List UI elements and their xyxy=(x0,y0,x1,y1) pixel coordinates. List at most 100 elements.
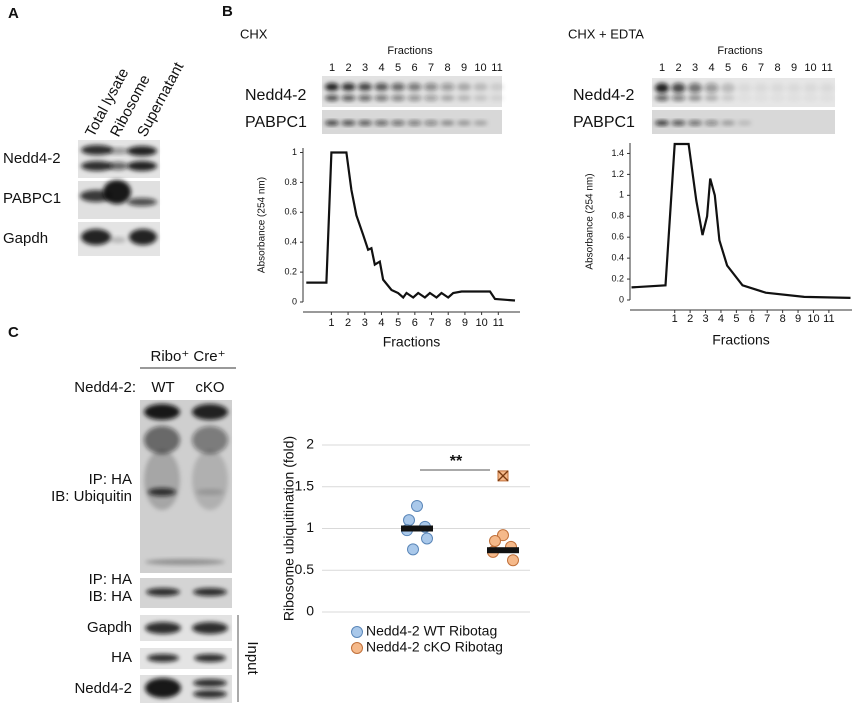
y-tick-label: 0.6 xyxy=(284,207,297,217)
x-tick-label: 3 xyxy=(702,313,708,325)
x-tick-label: 5 xyxy=(395,317,401,329)
band xyxy=(820,83,834,93)
band xyxy=(424,83,438,91)
row-label: Nedd4-2: xyxy=(74,379,136,396)
row-label: Nedd4-2 xyxy=(245,87,306,104)
x-tick-label: 2 xyxy=(345,317,351,329)
band xyxy=(655,120,669,126)
y-tick-label: 1 xyxy=(306,519,314,535)
row-label: PABPC1 xyxy=(573,114,635,131)
panel-letter: A xyxy=(8,5,19,22)
band xyxy=(374,83,389,91)
band xyxy=(341,120,356,126)
band xyxy=(127,146,157,156)
band xyxy=(145,678,181,698)
chart-title: CHX xyxy=(240,26,268,41)
band xyxy=(148,488,176,496)
band xyxy=(804,121,818,126)
band xyxy=(325,120,339,126)
blot-label: HA xyxy=(111,649,132,666)
y-tick-label: 0.6 xyxy=(611,232,624,242)
band xyxy=(671,120,686,126)
lane-label: 6 xyxy=(741,62,747,74)
band xyxy=(192,622,228,634)
x-tick-label: 5 xyxy=(733,313,739,325)
band xyxy=(820,121,834,126)
band xyxy=(457,83,471,91)
annotation: ** xyxy=(450,453,463,470)
band xyxy=(145,559,225,565)
y-axis-label: Ribosome ubiquitination (fold) xyxy=(281,436,297,621)
band xyxy=(341,83,356,91)
band xyxy=(144,404,180,420)
x-tick-label: 1 xyxy=(328,317,334,329)
band xyxy=(374,120,389,126)
x-tick-label: 4 xyxy=(378,317,384,329)
band xyxy=(754,83,768,93)
band xyxy=(325,95,339,101)
band xyxy=(194,654,226,662)
blot-label: IP: HA xyxy=(89,571,132,588)
band xyxy=(424,95,438,101)
lane-label: 3 xyxy=(362,62,368,74)
y-tick-label: 0.4 xyxy=(611,253,624,263)
data-point xyxy=(497,529,509,542)
band xyxy=(325,83,339,91)
y-tick-label: 0 xyxy=(306,603,314,619)
band xyxy=(147,654,179,662)
band xyxy=(358,95,372,101)
band xyxy=(457,95,471,101)
panel-letter: C xyxy=(8,324,19,341)
band xyxy=(192,426,228,454)
y-tick-label: 0.5 xyxy=(295,561,315,577)
lane-label: 8 xyxy=(774,62,780,74)
band xyxy=(473,120,488,126)
band xyxy=(804,95,818,101)
y-tick-label: 0.8 xyxy=(611,211,624,221)
y-axis-label: Absorbance (254 nm) xyxy=(585,173,596,269)
data-point xyxy=(421,532,433,545)
x-tick-label: 4 xyxy=(718,313,724,325)
outlier-cross xyxy=(497,470,509,482)
x-tick-label: 9 xyxy=(795,313,801,325)
band xyxy=(490,121,504,126)
band xyxy=(192,450,228,510)
band xyxy=(407,83,422,91)
band xyxy=(721,120,735,126)
band xyxy=(457,120,471,126)
band xyxy=(803,83,818,93)
y-tick-label: 1 xyxy=(292,147,297,157)
lane-label: 10 xyxy=(804,62,816,74)
input-label: Input xyxy=(244,641,261,675)
band xyxy=(737,83,752,93)
band xyxy=(671,95,686,101)
band xyxy=(341,95,356,101)
x-tick-label: 6 xyxy=(412,317,418,329)
lane-label: 5 xyxy=(395,62,401,74)
band xyxy=(440,95,455,101)
band xyxy=(473,83,488,91)
lane-label: 11 xyxy=(821,62,832,74)
band xyxy=(127,198,157,206)
lane-label: 11 xyxy=(491,62,502,74)
y-tick-label: 1.5 xyxy=(295,477,315,493)
data-point xyxy=(411,499,423,512)
lane-label: 2 xyxy=(675,62,681,74)
x-tick-label: 8 xyxy=(445,317,451,329)
lane-label: 7 xyxy=(758,62,764,74)
band xyxy=(81,145,113,155)
x-tick-label: 2 xyxy=(687,313,693,325)
y-tick-label: 0.8 xyxy=(284,177,297,187)
lane-label: 7 xyxy=(428,62,434,74)
band xyxy=(144,450,180,510)
data-point xyxy=(403,514,415,527)
band xyxy=(671,83,686,93)
band xyxy=(721,83,735,93)
lane-label: 10 xyxy=(474,62,486,74)
band xyxy=(110,237,126,243)
band xyxy=(737,120,752,126)
band xyxy=(424,120,438,126)
band xyxy=(145,622,181,634)
band xyxy=(704,120,719,126)
blot-label: IB: HA xyxy=(89,588,132,605)
